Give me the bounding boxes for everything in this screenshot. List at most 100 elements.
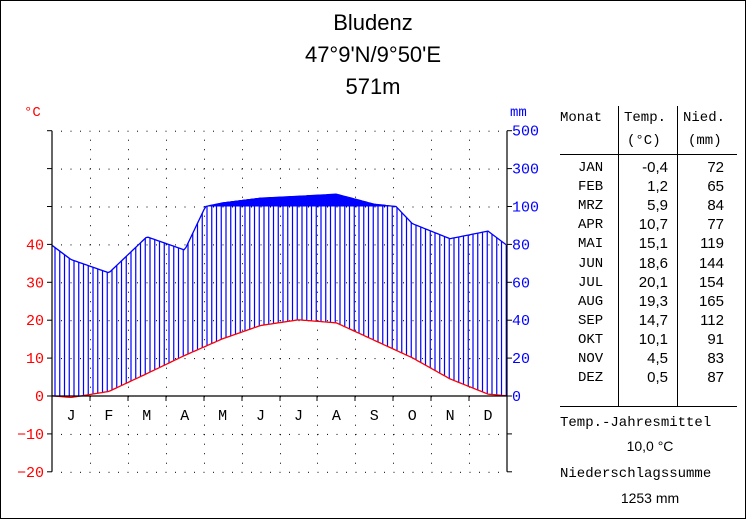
grid-dot <box>194 282 195 284</box>
grid-dot <box>108 130 110 132</box>
grid-dot <box>89 471 91 473</box>
grid-dot <box>99 206 100 208</box>
grid-dot <box>241 130 243 132</box>
grid-dot <box>260 244 262 246</box>
grid-dot <box>355 471 357 473</box>
grid-dot <box>393 253 394 255</box>
grid-dot <box>384 358 385 360</box>
table-cell-prec: 77 <box>707 216 724 234</box>
grid-dot <box>90 377 91 379</box>
grid-dot <box>365 282 366 284</box>
grid-dot <box>222 358 224 360</box>
grid-dot <box>431 301 432 303</box>
grid-dot <box>90 310 91 312</box>
annual-prec-value: 1253 mm <box>620 490 680 506</box>
grid-dot <box>384 130 385 132</box>
grid-dot <box>317 348 318 350</box>
grid-dot <box>166 348 167 350</box>
grid-dot <box>204 291 205 293</box>
grid-dot <box>166 215 167 217</box>
table-cell-month: MAI <box>578 236 604 253</box>
grid-dot <box>450 471 452 473</box>
table-cell-month: OKT <box>578 331 604 348</box>
grid-dot <box>128 377 129 379</box>
grid-dot <box>393 310 394 312</box>
grid-dot <box>260 206 262 208</box>
grid-dot <box>108 206 110 208</box>
grid-dot <box>498 206 499 208</box>
grid-dot <box>289 358 290 360</box>
grid-dot <box>431 234 432 236</box>
month-label: N <box>446 408 455 425</box>
grid-dot <box>242 415 243 417</box>
grid-dot <box>213 320 214 322</box>
grid-dot <box>469 253 470 255</box>
grid-dot <box>393 339 394 341</box>
grid-dot <box>374 358 376 360</box>
grid-dot <box>128 443 129 445</box>
grid-dot <box>431 168 432 170</box>
grid-dot <box>317 424 318 426</box>
grid-dot <box>412 433 414 435</box>
grid-dot <box>460 244 461 246</box>
table-cell-month: NOV <box>578 351 604 367</box>
grid-dot <box>242 234 243 236</box>
grid-dot <box>355 377 356 379</box>
grid-dot <box>422 433 423 435</box>
grid-dot <box>242 310 243 312</box>
grid-dot <box>166 234 167 236</box>
table-cell-month: APR <box>578 217 604 234</box>
grid-dot <box>204 187 205 189</box>
grid-dot <box>242 377 243 379</box>
grid-dot <box>469 196 470 198</box>
grid-dot <box>146 320 148 322</box>
grid-dot <box>166 206 167 208</box>
grid-dot <box>128 348 129 350</box>
grid-dot <box>242 263 243 265</box>
grid-dot <box>280 168 281 170</box>
grid-dot <box>80 358 81 360</box>
table-cell-prec: 84 <box>707 197 724 215</box>
grid-dot <box>204 196 205 198</box>
grid-dot <box>242 453 243 455</box>
grid-dot <box>317 215 318 217</box>
grid-dot <box>374 130 376 132</box>
grid-dot <box>204 424 205 426</box>
table-cell-prec: 91 <box>707 330 724 348</box>
table-cell-month: FEB <box>578 179 604 196</box>
grid-dot <box>213 206 214 208</box>
grid-dot <box>80 433 81 435</box>
grid-dot <box>469 443 470 445</box>
grid-dot <box>90 168 91 170</box>
grid-dot <box>260 320 262 322</box>
grid-dot <box>184 206 186 208</box>
grid-dot <box>137 358 138 360</box>
grid-dot <box>242 462 243 464</box>
table-cell-temp: 19,3 <box>638 292 668 310</box>
grid-dot <box>317 282 318 284</box>
month-label: J <box>294 408 303 425</box>
grid-dot <box>431 424 432 426</box>
grid-dot <box>441 244 442 246</box>
grid-dot <box>469 405 470 407</box>
grid-dot <box>90 320 91 322</box>
grid-dot <box>128 177 129 179</box>
grid-dot <box>450 282 452 284</box>
grid-dot <box>450 358 452 360</box>
grid-dot <box>431 405 432 407</box>
grid-dot <box>365 471 366 473</box>
grid-dot <box>242 196 243 198</box>
grid-dot <box>355 130 357 132</box>
grid-dot <box>355 196 356 198</box>
grid-dot <box>222 130 224 132</box>
grid-dot <box>412 282 414 284</box>
grid-dot <box>374 471 376 473</box>
right-unit-label: mm <box>510 105 527 121</box>
grid-dot <box>317 377 318 379</box>
grid-dot <box>393 424 394 426</box>
grid-dot <box>213 130 214 132</box>
grid-dot <box>469 244 470 246</box>
grid-dot <box>317 225 318 227</box>
grid-dot <box>204 320 205 322</box>
grid-dot <box>469 358 470 360</box>
